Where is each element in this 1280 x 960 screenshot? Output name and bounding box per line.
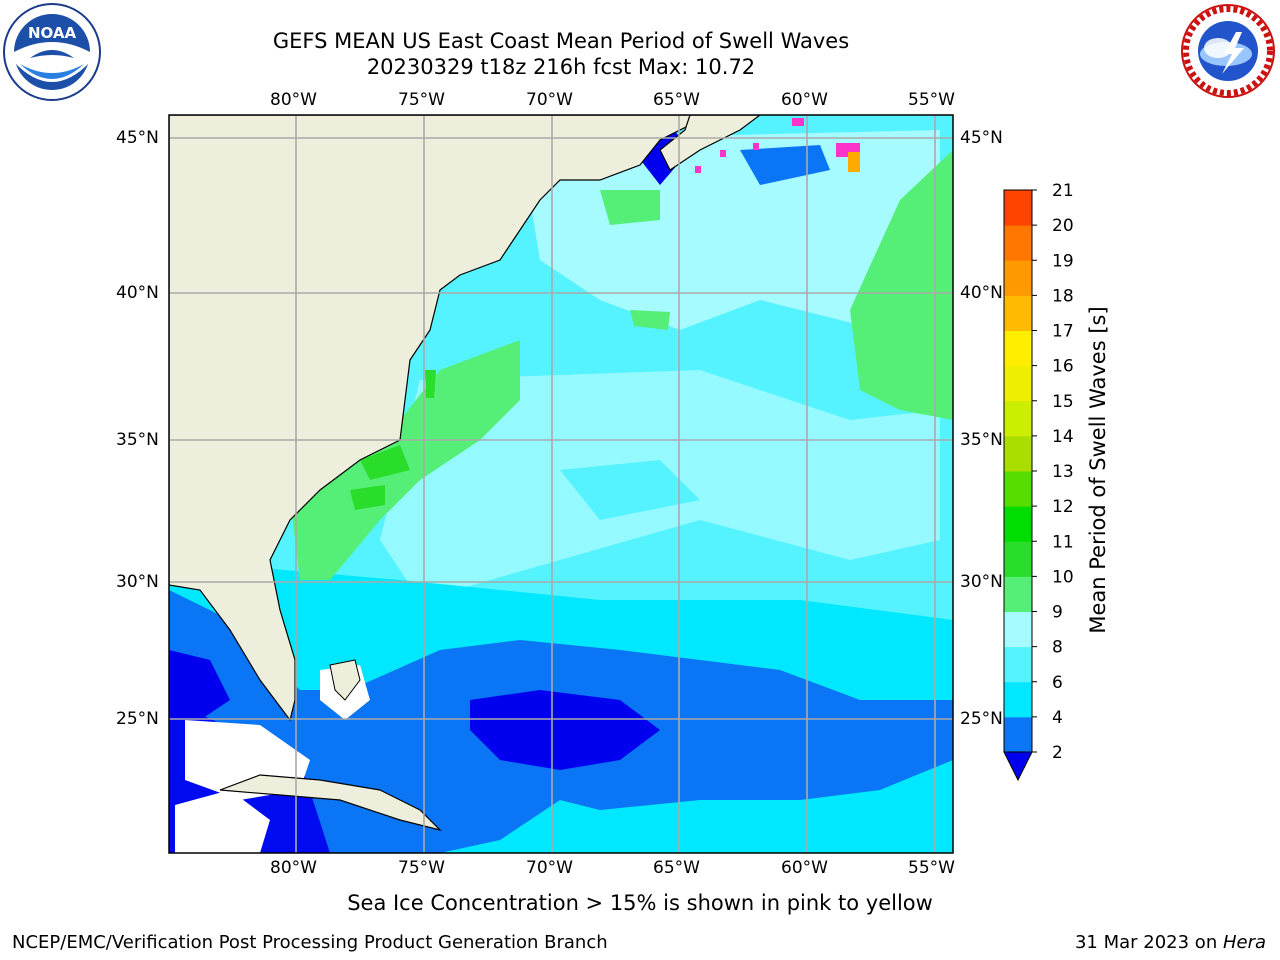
colorbar-tick-label: 12 xyxy=(1052,497,1074,517)
colorbar-tick-label: 4 xyxy=(1052,708,1063,728)
map-grid xyxy=(169,115,953,853)
colorbar-segment xyxy=(1004,506,1032,542)
missing-data-caribbean xyxy=(175,790,270,853)
colorbar-segment xyxy=(1004,541,1032,577)
colorbar-segment xyxy=(1004,225,1032,261)
colorbar-tick-label: 16 xyxy=(1052,357,1074,377)
colorbar-label: Mean Period of Swell Waves [s] xyxy=(1086,306,1110,634)
map-subtitle: 20230329 t18z 216h fcst Max: 10.72 xyxy=(366,55,756,79)
footer-branch: NCEP/EMC/Verification Post Processing Pr… xyxy=(12,932,608,953)
colorbar-tick-label: 11 xyxy=(1052,532,1074,552)
sea-ice-note-text: Sea Ice Concentration > 15% is shown in … xyxy=(347,891,933,915)
colorbar-tick-label: 17 xyxy=(1052,322,1074,342)
swell-6-8-patch xyxy=(560,460,700,520)
colorbar-tick-label: 13 xyxy=(1052,462,1074,482)
lon-label-75w-top: 75°W xyxy=(398,90,445,110)
land-bahamas xyxy=(329,659,361,701)
land-cuba xyxy=(219,774,442,832)
lon-label-55w-bottom: 55°W xyxy=(908,858,955,878)
lon-label-65w-top: 65°W xyxy=(653,90,700,110)
footer-date: 31 Mar 2023 on Hera xyxy=(1075,932,1266,953)
colorbar-tick-label: 9 xyxy=(1052,603,1063,623)
lon-label-60w-bottom: 60°W xyxy=(781,858,828,878)
lat-label-30n-left: 30°N xyxy=(116,572,159,592)
sea-ice-note: Sea Ice Concentration > 15% is shown in … xyxy=(0,891,1280,915)
swell-8-9-north xyxy=(520,130,940,330)
nws-logo-graphic xyxy=(1181,4,1275,98)
map-fields xyxy=(169,115,953,853)
colorbar-segment xyxy=(1004,646,1032,683)
sea-ice-5 xyxy=(695,166,701,173)
lon-label-70w-bottom: 70°W xyxy=(526,858,573,878)
swell-9-10-patch-1 xyxy=(600,190,660,225)
colorbar-segment xyxy=(1004,295,1032,331)
colorbar-tick-label: 19 xyxy=(1052,251,1074,271)
colorbar-segment xyxy=(1004,400,1032,437)
colorbar-tick-label: 15 xyxy=(1052,392,1074,412)
colorbar: 2 4 6 8 9 10 11 12 13 14 15 16 17 18 19 20 21 xyxy=(1003,181,1074,782)
colorbar-tick-label: 6 xyxy=(1052,673,1063,693)
lat-label-35n-left: 35°N xyxy=(116,430,159,450)
map-frame xyxy=(168,114,954,854)
lat-label-45n-right: 45°N xyxy=(960,128,1003,148)
land-nova-scotia xyxy=(659,115,761,171)
lat-label-35n-right: 35°N xyxy=(960,430,1003,450)
swell-10-11-patch-1 xyxy=(360,445,410,480)
lat-label-40n-right: 40°N xyxy=(960,283,1003,303)
colorbar-segment xyxy=(1004,330,1032,367)
lon-label-80w-top: 80°W xyxy=(270,90,317,110)
colorbar-segment xyxy=(1004,260,1032,296)
lon-label-65w-bottom: 65°W xyxy=(653,858,700,878)
colorbar-segment xyxy=(1004,435,1032,472)
lon-label-80w-bottom: 80°W xyxy=(270,858,317,878)
noaa-logo-graphic: NOAA xyxy=(3,3,101,101)
colorbar-segment xyxy=(1004,190,1032,226)
land-us-east-coast xyxy=(169,115,701,722)
swell-10-11-patch-2 xyxy=(425,370,436,398)
swell-10-11-patch-3 xyxy=(350,485,385,510)
colorbar-segment xyxy=(1004,576,1032,612)
swell-9-10-east xyxy=(850,150,953,420)
sea-ice-2 xyxy=(848,152,860,172)
lat-label-25n-left: 25°N xyxy=(116,709,159,729)
colorbar-tick-label: 18 xyxy=(1052,286,1074,306)
colorbar-segment xyxy=(1004,365,1032,402)
colorbar-tick-label: 2 xyxy=(1052,743,1063,763)
colorbar-segment xyxy=(1004,471,1032,507)
map-title: GEFS MEAN US East Coast Mean Period of S… xyxy=(272,29,850,53)
colorbar-extend-arrow xyxy=(1003,751,1033,782)
sea-ice-6 xyxy=(753,143,759,150)
colorbar-tick-label: 20 xyxy=(1052,216,1074,236)
noaa-logo-text: NOAA xyxy=(28,24,77,42)
footer-date-text: 31 Mar 2023 on xyxy=(1074,932,1223,953)
swell-lt2-gulf xyxy=(169,650,230,720)
noaa-logo: NOAA xyxy=(0,2,104,102)
footer-machine: Hera xyxy=(1222,932,1266,953)
lat-label-45n-left: 45°N xyxy=(116,128,159,148)
lat-label-25n-right: 25°N xyxy=(960,709,1003,729)
lat-label-30n-right: 30°N xyxy=(960,572,1003,592)
swell-lt2-core xyxy=(470,690,660,770)
sea-ice-4 xyxy=(720,150,726,157)
colorbar-segment xyxy=(1004,611,1032,648)
colorbar-tick-label: 21 xyxy=(1052,181,1074,201)
sea-ice-3 xyxy=(792,118,804,126)
lat-label-40n-left: 40°N xyxy=(116,283,159,303)
lon-label-55w-top: 55°W xyxy=(908,90,955,110)
nws-logo xyxy=(1178,2,1278,100)
colorbar-segment xyxy=(1004,716,1032,753)
lon-label-70w-top: 70°W xyxy=(526,90,573,110)
colorbar-tick-label: 8 xyxy=(1052,638,1063,658)
colorbar-tick-label: 10 xyxy=(1052,567,1074,587)
lon-label-60w-top: 60°W xyxy=(781,90,828,110)
swell-9-10-patch-2 xyxy=(630,310,670,330)
colorbar-segment xyxy=(1004,681,1032,718)
lon-label-75w-bottom: 75°W xyxy=(398,858,445,878)
colorbar-tick-label: 14 xyxy=(1052,427,1074,447)
